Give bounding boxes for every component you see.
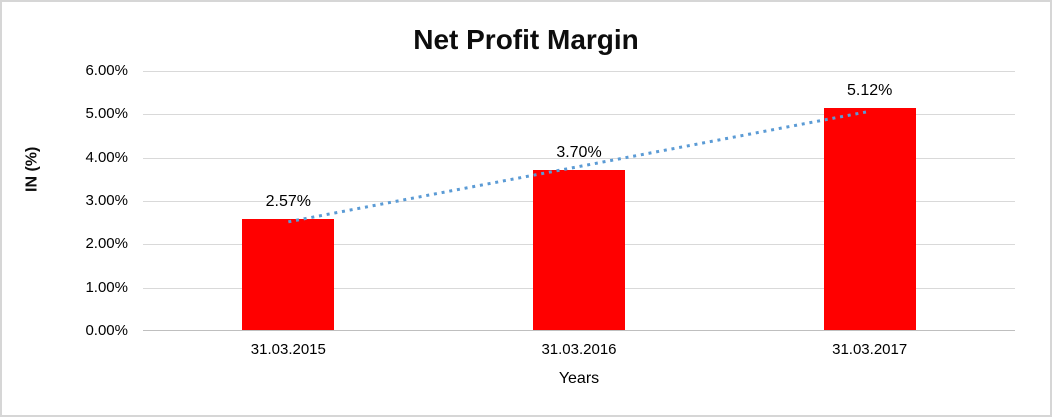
gridline (143, 71, 1015, 72)
bar-31.03.2015 (242, 218, 335, 330)
plot-area: 2.57% 3.70% 5.12% (143, 71, 1015, 331)
y-tick-label: 2.00% (85, 235, 128, 253)
y-tick-label: 3.00% (85, 192, 128, 209)
y-tick-label: 6.00% (85, 62, 128, 79)
y-tick-label: 0.00% (85, 322, 128, 339)
y-tick-label: 1.00% (85, 278, 128, 296)
y-axis-title-text: IN (%) (23, 146, 41, 192)
y-tick-label: 4.00% (85, 148, 128, 166)
bar-value-label: 3.70% (556, 143, 602, 161)
x-tick-label: 31.03.2017 (832, 341, 908, 358)
x-tick-label: 31.03.2015 (250, 341, 326, 358)
y-tick-label: 5.00% (85, 105, 128, 123)
bar-value-label: 5.12% (846, 82, 893, 100)
bar-31.03.2017 (823, 108, 916, 330)
bar-value-label: 2.57% (265, 192, 312, 210)
x-axis-title: Years (558, 370, 600, 387)
x-tick-label: 31.03.2016 (541, 341, 617, 358)
bar-31.03.2016 (533, 169, 625, 330)
chart-title: Net Profit Margin (413, 24, 639, 55)
